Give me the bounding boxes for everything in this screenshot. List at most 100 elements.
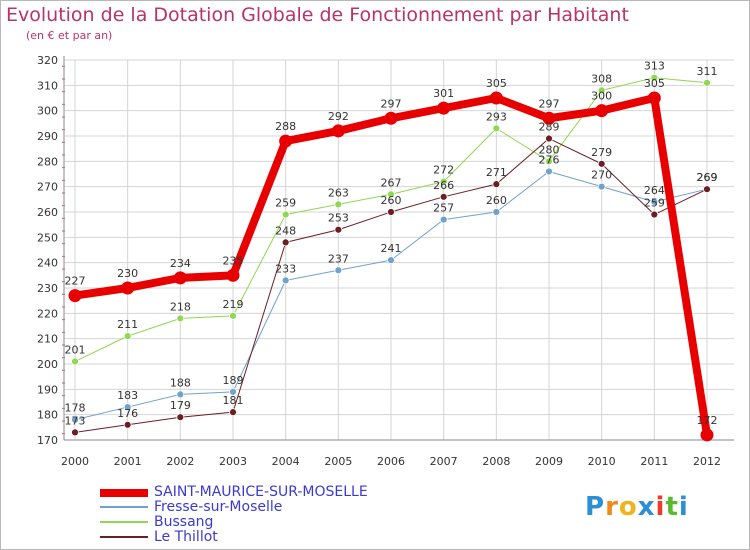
data-point — [334, 200, 343, 209]
y-tick-label: 190 — [37, 383, 58, 396]
data-label: 288 — [275, 120, 296, 133]
data-label: 260 — [486, 194, 507, 207]
data-label: 253 — [328, 212, 349, 225]
data-point — [387, 256, 395, 265]
data-label: 172 — [697, 414, 718, 427]
x-tick-label: 2003 — [219, 455, 247, 468]
data-point — [384, 111, 398, 125]
logo-letter: x — [637, 492, 656, 522]
x-tick-label: 2009 — [535, 455, 563, 468]
logo-letter: o — [618, 492, 638, 522]
data-label: 305 — [486, 77, 507, 90]
data-label: 266 — [433, 179, 454, 192]
logo-letter: t — [665, 492, 679, 522]
data-point — [545, 157, 553, 166]
data-label: 263 — [328, 186, 349, 199]
x-tick-label: 2010 — [588, 455, 616, 468]
x-tick-label: 2001 — [114, 455, 142, 468]
y-tick-label: 240 — [37, 257, 58, 270]
chart-subtitle: (en € et par an) — [26, 29, 113, 42]
y-tick-label: 300 — [37, 105, 58, 118]
data-point — [281, 276, 290, 285]
data-label: 280 — [539, 143, 560, 156]
data-point — [121, 281, 135, 295]
data-point — [492, 208, 501, 216]
data-point — [176, 314, 185, 323]
legend-label: Le Thillot — [154, 529, 218, 545]
data-point — [700, 428, 714, 442]
logo-letter: r — [605, 492, 619, 522]
data-label: 311 — [697, 65, 718, 78]
y-tick-label: 170 — [37, 434, 58, 447]
data-label: 276 — [539, 153, 560, 166]
data-point — [334, 266, 343, 275]
y-tick-label: 220 — [37, 307, 58, 320]
x-tick-label: 2000 — [61, 455, 89, 468]
data-label: 289 — [539, 121, 560, 134]
data-point — [226, 268, 240, 282]
data-label: 260 — [381, 194, 402, 207]
data-label: 267 — [381, 176, 402, 189]
data-label: 219 — [223, 298, 244, 311]
data-point — [647, 91, 661, 105]
data-point — [173, 271, 187, 285]
data-point — [703, 185, 711, 194]
data-label: 297 — [381, 97, 402, 110]
data-point — [71, 357, 79, 366]
data-point — [650, 197, 659, 206]
data-point — [437, 101, 451, 115]
data-label: 176 — [117, 407, 138, 420]
logo-letter: P — [585, 492, 606, 522]
data-label: 308 — [591, 72, 612, 85]
data-point — [123, 403, 132, 411]
data-point — [439, 192, 448, 201]
data-label: 279 — [591, 146, 612, 159]
data-label: 297 — [539, 97, 560, 110]
data-point — [331, 124, 345, 138]
data-point — [334, 225, 343, 234]
legend-label: Fresse-sur-Moselle — [154, 499, 283, 515]
data-label: 218 — [170, 300, 191, 313]
data-label: 230 — [117, 267, 138, 280]
data-point — [595, 104, 609, 118]
data-label: 300 — [591, 90, 612, 103]
data-point — [545, 167, 553, 176]
data-label: 234 — [170, 257, 191, 270]
y-tick-label: 260 — [37, 206, 58, 219]
data-point — [439, 177, 448, 186]
legend-label: Bussang — [154, 514, 214, 530]
data-point — [492, 180, 501, 189]
x-tick-label: 2002 — [166, 455, 194, 468]
data-point — [650, 210, 659, 219]
data-label: 183 — [117, 389, 138, 402]
x-tick-label: 2005 — [324, 455, 352, 468]
y-tick-label: 180 — [37, 409, 58, 422]
data-point — [542, 111, 556, 125]
data-point — [387, 190, 395, 199]
data-label: 248 — [275, 224, 296, 237]
data-label: 178 — [65, 402, 86, 415]
data-point — [71, 415, 79, 424]
data-point — [703, 78, 711, 87]
y-tick-label: 290 — [37, 130, 58, 143]
data-point — [176, 413, 185, 422]
legend-swatch — [100, 489, 148, 497]
data-point — [650, 73, 659, 82]
data-point — [68, 289, 82, 303]
data-label: 301 — [433, 87, 454, 100]
data-point — [492, 124, 501, 133]
data-label: 227 — [65, 275, 86, 288]
data-label: 237 — [328, 252, 349, 265]
y-tick-label: 280 — [37, 155, 58, 168]
data-point — [123, 332, 132, 341]
data-label: 305 — [644, 77, 665, 90]
plot-area — [64, 60, 734, 440]
data-point — [387, 208, 395, 216]
chart-title: Evolution de la Dotation Globale de Fonc… — [6, 4, 629, 26]
data-label: 189 — [223, 374, 244, 387]
data-point — [597, 182, 606, 191]
data-point — [281, 210, 290, 219]
data-point — [439, 215, 448, 224]
data-label: 272 — [433, 164, 454, 177]
